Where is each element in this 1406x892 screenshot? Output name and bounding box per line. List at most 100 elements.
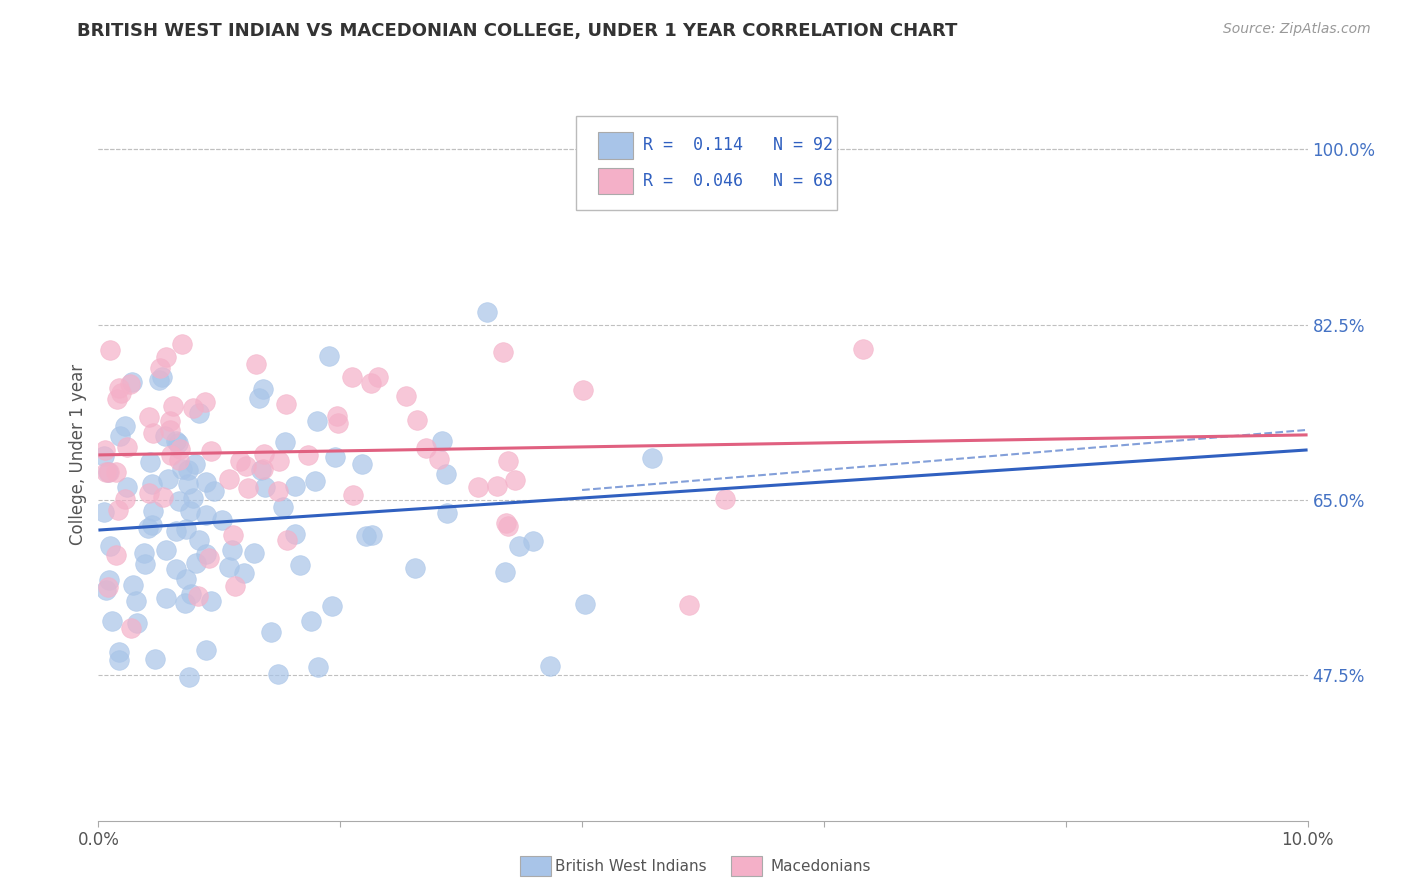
Point xyxy=(326,409,349,423)
Point xyxy=(139,455,162,469)
Point xyxy=(406,413,429,427)
Point xyxy=(155,350,177,364)
Point xyxy=(176,463,198,477)
Point xyxy=(120,621,142,635)
Point xyxy=(96,583,118,598)
Text: British West Indians: British West Indians xyxy=(555,859,707,873)
Point xyxy=(114,418,136,433)
Point xyxy=(93,505,115,519)
Point xyxy=(98,343,121,357)
Text: Macedonians: Macedonians xyxy=(770,859,870,873)
Point xyxy=(475,305,498,319)
Point xyxy=(245,357,267,371)
Point xyxy=(284,526,307,541)
Point xyxy=(165,562,187,576)
Point xyxy=(299,614,322,628)
Point xyxy=(177,670,200,684)
Point xyxy=(247,391,270,405)
Point xyxy=(169,442,191,456)
Point xyxy=(236,481,259,495)
Point xyxy=(134,557,156,571)
Point xyxy=(181,491,204,506)
Point xyxy=(165,524,187,539)
Point xyxy=(174,573,197,587)
Point xyxy=(252,382,274,396)
Point xyxy=(307,660,329,674)
Point xyxy=(156,472,179,486)
Point xyxy=(96,465,118,479)
Point xyxy=(253,447,276,461)
Point xyxy=(496,453,519,467)
Point xyxy=(367,370,389,384)
Point xyxy=(404,561,426,575)
Point xyxy=(202,483,225,498)
Text: BRITISH WEST INDIAN VS MACEDONIAN COLLEGE, UNDER 1 YEAR CORRELATION CHART: BRITISH WEST INDIAN VS MACEDONIAN COLLEG… xyxy=(77,22,957,40)
Point xyxy=(267,484,290,499)
Point xyxy=(136,521,159,535)
Point xyxy=(138,409,160,424)
Point xyxy=(194,547,217,561)
Point xyxy=(114,491,136,506)
Point xyxy=(267,454,290,468)
Point xyxy=(395,389,418,403)
Point xyxy=(167,435,190,450)
Point xyxy=(427,452,450,467)
Point xyxy=(184,457,207,471)
Point xyxy=(179,503,201,517)
Point xyxy=(194,394,217,409)
Point xyxy=(117,479,139,493)
Point xyxy=(274,397,297,411)
Point xyxy=(173,597,195,611)
Point xyxy=(222,528,245,542)
Point xyxy=(574,597,596,611)
Point xyxy=(352,458,374,472)
Point xyxy=(107,381,129,395)
Point xyxy=(522,534,544,549)
Point xyxy=(150,370,173,384)
Point xyxy=(224,578,246,592)
Point xyxy=(430,434,453,448)
Point xyxy=(218,559,240,574)
Point xyxy=(436,507,458,521)
Point xyxy=(243,546,266,560)
Point xyxy=(211,513,233,527)
Point xyxy=(641,450,664,465)
Point xyxy=(107,503,129,517)
Text: Source: ZipAtlas.com: Source: ZipAtlas.com xyxy=(1223,22,1371,37)
Point xyxy=(127,615,149,630)
Point xyxy=(200,594,222,608)
Point xyxy=(494,566,516,580)
Point xyxy=(198,551,221,566)
Point xyxy=(98,573,121,587)
Point xyxy=(141,518,163,533)
Point xyxy=(149,360,172,375)
Point xyxy=(188,533,211,547)
Point xyxy=(288,558,311,573)
Point xyxy=(142,425,165,440)
Point xyxy=(125,594,148,608)
Point xyxy=(235,459,257,474)
Point xyxy=(252,461,274,475)
Point xyxy=(101,614,124,628)
Point xyxy=(195,508,218,523)
Point xyxy=(108,644,131,658)
Point xyxy=(360,376,382,390)
Point xyxy=(159,424,181,438)
Point xyxy=(93,449,115,463)
Point xyxy=(186,556,208,570)
Point xyxy=(105,549,128,563)
Point xyxy=(254,480,277,494)
Point xyxy=(94,443,117,458)
Point xyxy=(167,493,190,508)
Point xyxy=(143,652,166,666)
Point xyxy=(496,519,519,533)
Point xyxy=(122,578,145,592)
Point xyxy=(323,450,346,465)
Y-axis label: College, Under 1 year: College, Under 1 year xyxy=(69,364,87,546)
Point xyxy=(436,467,458,481)
Point xyxy=(267,667,290,681)
Point xyxy=(283,479,305,493)
Point xyxy=(155,591,177,605)
Point xyxy=(108,652,131,666)
Point xyxy=(321,599,343,613)
